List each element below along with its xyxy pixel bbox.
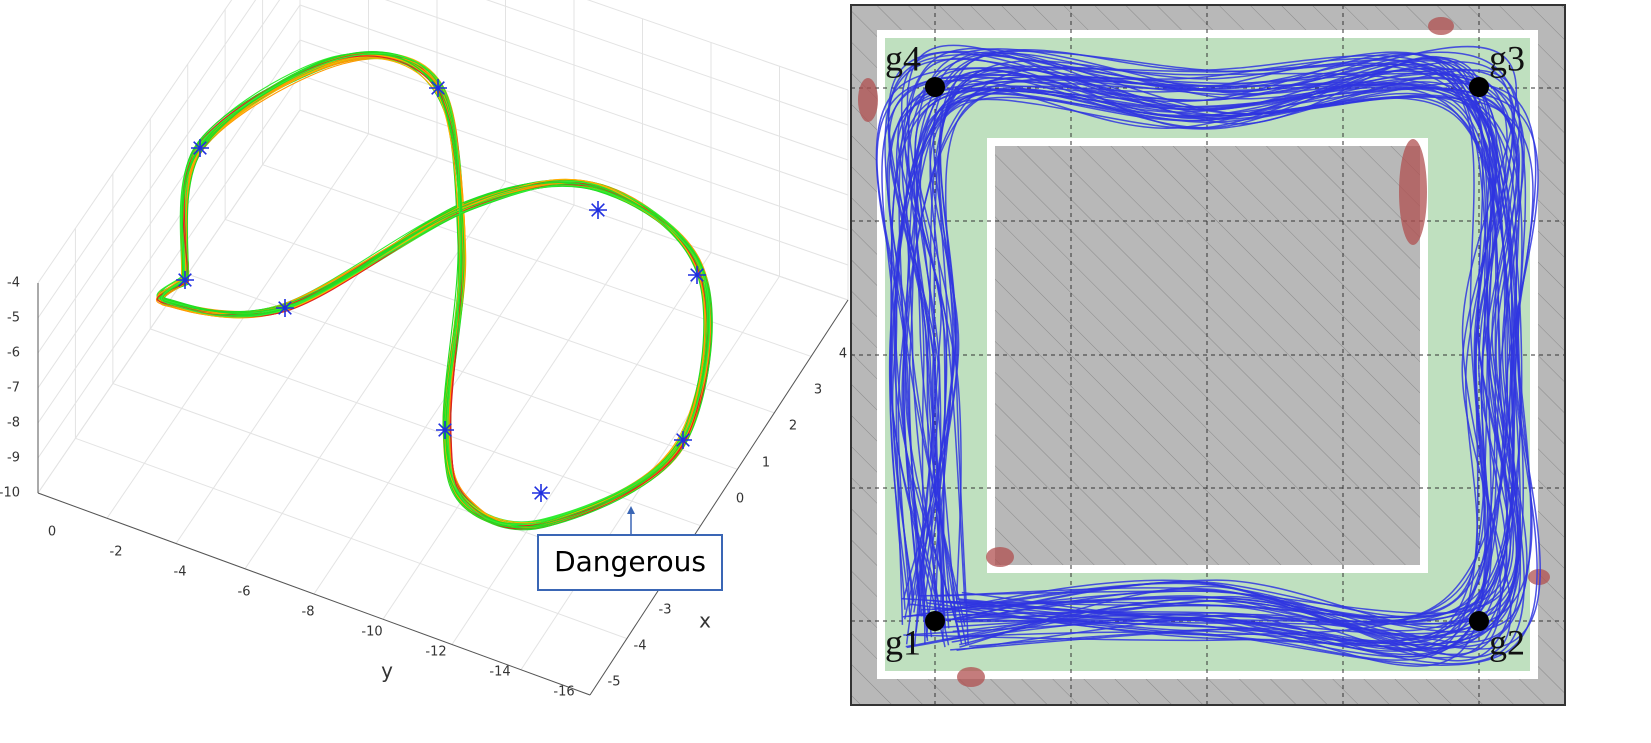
trajectory [160, 55, 710, 527]
left-plot: Dangerous y x -4 -5 -6 -7 -8 -9 -10 0 -2 -4 -6 -8 -1… [0, 0, 849, 700]
trajectory [161, 54, 707, 526]
z-tick-label: -10 [0, 486, 20, 501]
trajectory [160, 58, 712, 524]
y-tick-label: -16 [553, 685, 574, 700]
grid-line [37, 4, 849, 389]
trajectory [159, 54, 710, 527]
waypoint [193, 141, 207, 155]
z-tick-label: -5 [7, 311, 20, 326]
x-tick-label: 2 [789, 419, 797, 434]
x-tick-label: 1 [762, 456, 770, 471]
trajectory [886, 52, 1508, 645]
trajectory [161, 52, 711, 526]
x-axis-label: x [699, 609, 711, 633]
waypoint [438, 423, 452, 437]
grid-line [175, 157, 438, 544]
annotation-box [537, 534, 723, 591]
waypoint [690, 268, 704, 282]
trajectory [161, 55, 708, 524]
goal-label: g1 [885, 622, 921, 662]
goal-label: g2 [1489, 622, 1525, 662]
x-tick-label: -3 [659, 603, 672, 618]
trajectory [898, 47, 1514, 643]
z-tick-label: -6 [7, 346, 20, 361]
waypoint [431, 81, 445, 95]
trajectory [161, 52, 712, 527]
waypoint [178, 273, 192, 287]
y-tick-label: -2 [110, 545, 123, 560]
trajectory [897, 82, 1492, 636]
trajectory [158, 56, 710, 525]
trajectory [895, 51, 1524, 652]
annotation: Dangerous [554, 545, 706, 578]
goal-points [925, 77, 1489, 631]
y-tick-label: -8 [302, 605, 315, 620]
waypoint [591, 203, 605, 217]
trajectory [914, 57, 1509, 621]
goal-label: g3 [1489, 38, 1525, 78]
axis [37, 492, 591, 696]
arrow-head [627, 506, 635, 514]
grid-line [37, 0, 849, 284]
grid-line [75, 437, 628, 640]
x-tick-label: -5 [608, 675, 621, 690]
z-tick-label: -9 [7, 451, 20, 466]
trajectory [160, 53, 710, 528]
grid-line [262, 164, 812, 357]
trajectory [901, 86, 1518, 656]
trajectory [162, 51, 708, 528]
grid-line [106, 133, 369, 519]
y-tick-label: -14 [489, 665, 510, 680]
grid-line [382, 228, 643, 620]
trajectory [161, 55, 707, 528]
x-tick-label: -4 [634, 639, 647, 654]
waypoint [278, 301, 292, 315]
x-tick-label: 4 [839, 347, 847, 362]
y-tick-label: 0 [48, 525, 56, 540]
grid-line [451, 252, 712, 645]
y-tick-label: -4 [174, 565, 187, 580]
trajectory [156, 56, 706, 526]
trajectory [915, 69, 1521, 641]
grid-line [37, 0, 849, 319]
y-tick-label: -6 [238, 585, 251, 600]
waypoint [676, 433, 690, 447]
y-tick-label: -12 [425, 645, 446, 660]
trajectory [161, 54, 710, 526]
trajectory [913, 87, 1522, 648]
waypoint [534, 486, 548, 500]
goal-label: g4 [885, 38, 921, 78]
trajectory [161, 56, 708, 528]
grid-line [150, 328, 701, 527]
trajectory [888, 70, 1515, 625]
z-tick-label: -4 [7, 276, 20, 291]
trajectory [913, 48, 1495, 645]
trajectory [904, 66, 1523, 652]
right-plot: g1 g2 g3 g4 [850, 4, 1566, 706]
grid-line [37, 0, 849, 354]
trajectory [908, 89, 1515, 638]
trajectory [159, 55, 708, 530]
danger-zones [858, 17, 1550, 687]
grid-line [37, 39, 849, 424]
z-tick-label: -8 [7, 416, 20, 431]
y-axis-label: y [381, 659, 393, 683]
z-tick-label: -7 [7, 381, 20, 396]
x-tick-label: 3 [814, 383, 822, 398]
grid-line [37, 109, 849, 494]
trajectory [903, 51, 1537, 626]
axis [589, 299, 849, 696]
x-tick-label: 0 [736, 492, 744, 507]
trajectory [904, 62, 1519, 646]
y-tick-label: -10 [361, 625, 382, 640]
grid-line [224, 218, 775, 414]
trajectory [908, 52, 1538, 666]
